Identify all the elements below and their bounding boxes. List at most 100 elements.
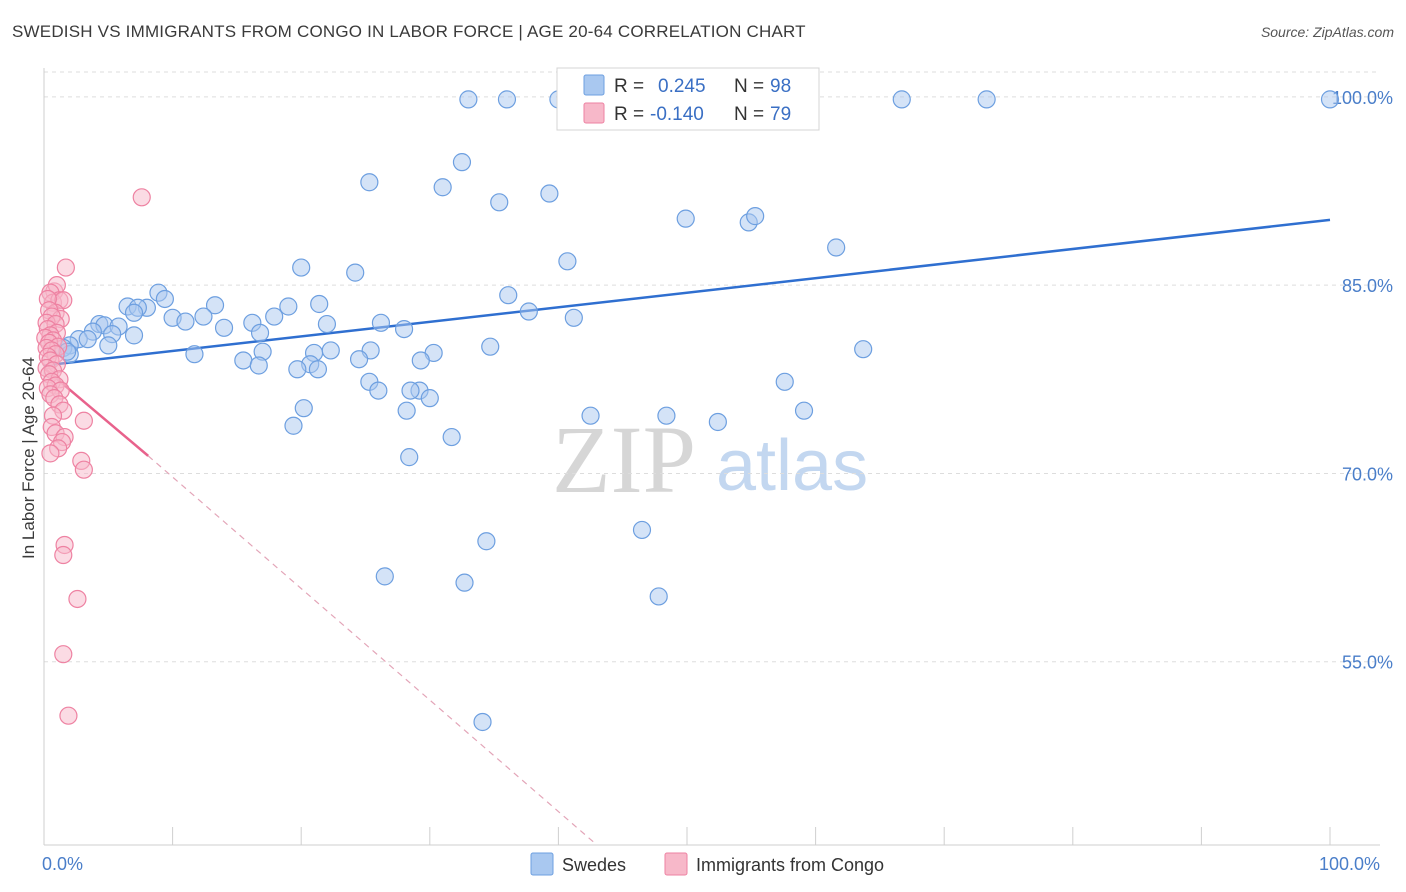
watermark: ZIP atlas (552, 406, 868, 513)
point-swedes (360, 173, 379, 192)
point-swedes (155, 289, 174, 309)
point-swedes (497, 90, 517, 109)
point-swedes (294, 399, 313, 418)
source-credit: Source: ZipAtlas.com (1260, 24, 1394, 40)
point-congo (54, 645, 73, 664)
point-swedes (473, 712, 492, 732)
point-swedes (279, 297, 298, 316)
point-swedes (564, 308, 583, 327)
point-swedes (892, 90, 911, 109)
point-swedes (455, 573, 474, 592)
point-swedes (292, 258, 311, 277)
legend-label-congo: Immigrants from Congo (696, 855, 884, 875)
point-swedes (499, 286, 518, 305)
stats-box: R = 0.245 N = 98 R = -0.140 N = 79 (556, 67, 820, 131)
point-swedes (394, 319, 414, 339)
point-swedes (977, 90, 996, 109)
legend-label-swedes: Swedes (562, 855, 626, 875)
point-swedes (433, 178, 452, 197)
data-points (36, 90, 1340, 732)
point-swedes (676, 209, 695, 228)
point-swedes (794, 401, 814, 420)
point-swedes (265, 307, 284, 326)
stats-n-value-congo: 79 (770, 104, 791, 125)
point-swedes (401, 381, 420, 400)
point-swedes (176, 312, 195, 331)
point-congo (41, 444, 60, 463)
point-congo (56, 258, 75, 277)
point-swedes (708, 412, 727, 432)
point-swedes (1320, 90, 1340, 109)
point-swedes (827, 238, 846, 257)
point-swedes (124, 303, 144, 322)
stats-r-label-swedes: R = (614, 76, 644, 97)
point-swedes (371, 313, 391, 332)
stats-r-value-congo: -0.140 (650, 104, 704, 125)
point-swedes (234, 351, 253, 370)
point-swedes (649, 587, 668, 606)
point-swedes (284, 416, 303, 435)
point-swedes (99, 336, 118, 355)
point-swedes (288, 360, 307, 379)
point-swedes (375, 567, 394, 586)
trend-extension-congo (147, 455, 598, 846)
y-axis-label: In Labor Force | Age 20-64 (19, 357, 38, 559)
watermark-atlas: atlas (716, 426, 868, 506)
legend: Swedes Immigrants from Congo (530, 852, 884, 876)
point-swedes (519, 302, 538, 321)
point-swedes (746, 207, 765, 226)
x-tick-label: 0.0% (42, 854, 83, 874)
y-tick-label: 100.0% (1332, 88, 1393, 108)
legend-swatch-congo (664, 852, 688, 876)
point-congo (54, 545, 73, 565)
chart-title: SWEDISH VS IMMIGRANTS FROM CONGO IN LABO… (12, 22, 806, 41)
point-swedes (481, 337, 500, 356)
point-swedes (205, 296, 225, 315)
legend-swatch-swedes (530, 852, 554, 876)
point-swedes (477, 532, 496, 551)
point-swedes (124, 326, 144, 345)
axes: 55.0% 70.0% 85.0% 100.0% 0.0% 100.0% (42, 68, 1393, 874)
point-swedes (250, 323, 270, 342)
stats-swatch-congo (583, 102, 605, 124)
point-swedes (194, 307, 213, 326)
point-swedes (558, 252, 577, 271)
point-swedes (78, 330, 97, 349)
point-swedes (490, 193, 509, 212)
trend-lines (43, 218, 1331, 846)
watermark-zip: ZIP (552, 406, 696, 513)
stats-swatch-swedes (583, 74, 605, 96)
x-tick-label: 100.0% (1319, 854, 1380, 874)
point-swedes (185, 345, 204, 364)
point-congo (74, 411, 93, 430)
y-tick-label: 55.0% (1342, 653, 1393, 673)
point-swedes (308, 360, 328, 379)
stats-n-value-swedes: 98 (770, 76, 791, 97)
stats-r-label-congo: R = (614, 104, 644, 125)
point-congo (59, 706, 78, 725)
point-swedes (310, 294, 329, 314)
point-swedes (400, 448, 419, 467)
point-congo (132, 188, 151, 207)
point-swedes (540, 184, 559, 203)
point-swedes (459, 90, 478, 109)
point-swedes (420, 389, 439, 408)
point-swedes (775, 372, 794, 391)
point-swedes (346, 263, 365, 282)
point-congo (74, 460, 93, 479)
y-tick-label: 70.0% (1342, 464, 1393, 484)
trend-line-swedes (43, 218, 1331, 367)
stats-n-label-congo: N = (734, 104, 764, 125)
stats-r-value-swedes: 0.245 (658, 76, 706, 97)
point-swedes (411, 351, 430, 370)
y-tick-label: 85.0% (1342, 276, 1393, 296)
stats-n-label-swedes: N = (734, 76, 764, 97)
point-swedes (442, 427, 461, 447)
point-swedes (581, 406, 600, 425)
point-swedes (397, 401, 416, 420)
point-congo (68, 589, 87, 609)
point-swedes (249, 356, 268, 375)
point-swedes (632, 520, 652, 540)
point-swedes (214, 318, 234, 337)
